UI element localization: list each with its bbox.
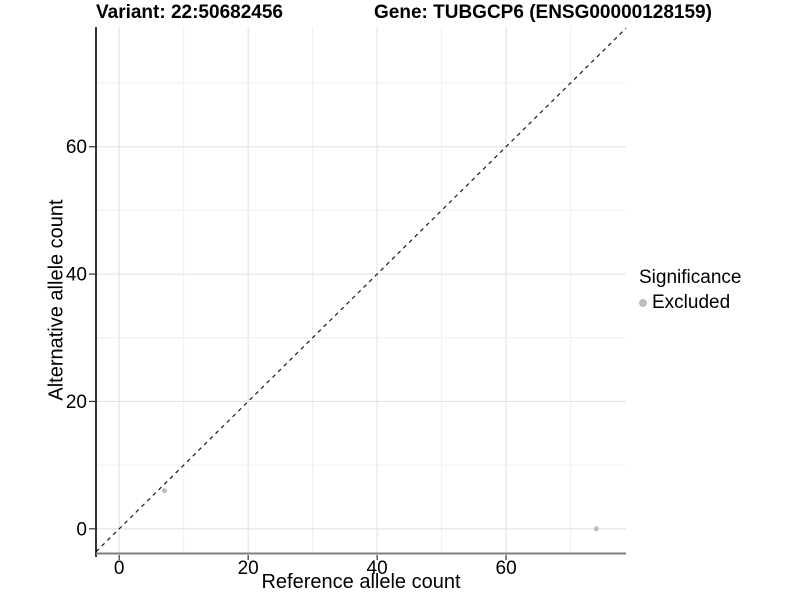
x-tick-label: 0 [114,558,125,579]
y-axis-title: Alternative allele count [45,199,68,401]
legend: Significance Excluded [639,267,741,314]
x-tick-label: 40 [367,558,388,579]
data-point [593,526,599,532]
x-tick-label: 20 [238,558,259,579]
x-axis-title: Reference allele count [261,571,461,593]
legend-entries: Excluded [639,292,741,314]
identity-line [95,27,627,553]
y-tick-label: 40 [66,265,87,286]
legend-label: Excluded [652,292,731,313]
legend-key-dot-icon [639,299,647,307]
y-tick-label: 20 [66,392,87,413]
plot-title-gene: Gene: TUBGCP6 (ENSG00000128159) [374,2,712,23]
data-point [161,488,167,494]
legend-title: Significance [639,267,742,288]
y-tick-label: 60 [66,137,87,158]
legend-item: Excluded [639,292,741,314]
plot-title-variant: Variant: 22:50682456 [96,2,283,23]
x-tick-label: 60 [496,558,517,579]
y-tick-label: 0 [76,519,87,540]
